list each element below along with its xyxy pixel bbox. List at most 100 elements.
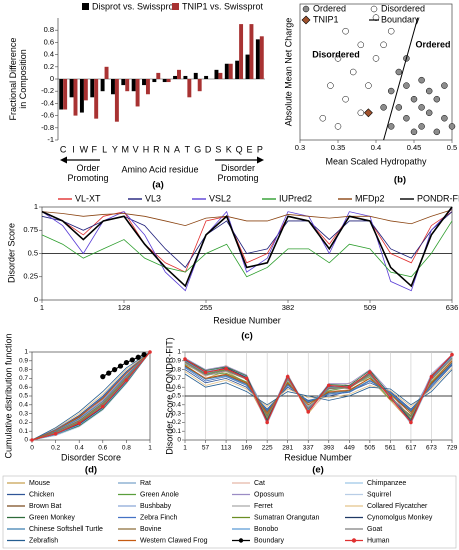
bar — [183, 75, 188, 79]
legend-label: Squirrel — [367, 491, 392, 498]
legend-marker — [238, 538, 244, 543]
x-tick-label: 0.6 — [98, 445, 107, 452]
y-tick-label: 0.2 — [19, 419, 28, 426]
x-tick-label: 636 — [446, 303, 459, 312]
x-tick-label: G — [194, 144, 201, 154]
point — [342, 27, 349, 35]
legend-label: VL-XT — [75, 193, 101, 203]
panel-label: (c) — [241, 331, 253, 342]
point — [380, 104, 387, 111]
label-line: in Composition — [18, 49, 28, 109]
x-tick-label: D — [205, 144, 212, 154]
legend-box — [2, 475, 457, 549]
label-line: Disorder — [221, 163, 255, 173]
y-tick-label: 0 — [177, 437, 181, 444]
x-tick-label: L — [102, 144, 107, 154]
point — [368, 370, 372, 375]
legend-symbol — [302, 5, 310, 13]
legend-label: Western Clawed Frog — [140, 537, 208, 544]
bar — [125, 79, 130, 92]
point — [372, 55, 380, 62]
y-tick-label: 0.6 — [172, 384, 181, 391]
point — [224, 366, 228, 371]
x-tick-label: 382 — [282, 303, 295, 312]
x-tick-label: I — [72, 144, 75, 154]
point — [403, 114, 410, 122]
legend-label: TNIP1 vs. Swissprot — [182, 1, 264, 11]
x-tick-label: 0.35 — [331, 143, 346, 152]
x-tick-label: T — [185, 144, 191, 154]
bar — [249, 24, 254, 80]
x-tick-label: 128 — [118, 303, 131, 312]
point — [349, 68, 357, 76]
x-axis-label: Residue Number — [213, 315, 281, 325]
point — [387, 123, 395, 130]
bar — [245, 54, 250, 79]
bar — [69, 79, 74, 98]
x-tick-label: E — [246, 144, 252, 154]
x-tick-label: 0.2 — [51, 445, 60, 452]
series-line — [41, 211, 453, 273]
series-line — [41, 206, 453, 288]
point — [380, 41, 387, 49]
y-tick-label: 0.1 — [172, 428, 181, 435]
legend-label: Green Monkey — [29, 514, 75, 521]
y-axis-label: Fractional Differencein Composition — [8, 38, 28, 121]
bar — [131, 79, 136, 92]
legend-label: Bovine — [140, 526, 162, 533]
point — [135, 354, 141, 360]
point — [183, 357, 187, 361]
x-tick-label: Q — [236, 144, 243, 154]
y-tick-label: 0.75 — [23, 225, 38, 234]
legend-label: Bushbaby — [140, 503, 172, 510]
series-line — [31, 351, 151, 441]
x-tick-label: 505 — [364, 445, 375, 452]
arrow-head — [60, 156, 67, 164]
x-tick-label: R — [153, 144, 160, 154]
bar — [259, 36, 264, 79]
panel-label: (e) — [312, 465, 324, 476]
bar — [197, 79, 202, 92]
series-line — [41, 211, 453, 269]
panel-label: (a) — [152, 180, 164, 191]
point — [418, 104, 425, 111]
legend-label: Zebra Finch — [140, 514, 177, 521]
point — [100, 374, 106, 380]
label-line: Order — [76, 163, 99, 173]
panel-label: (b) — [394, 175, 406, 186]
legend-label: MFDp2 — [355, 193, 385, 203]
label-line: Fractional Difference — [8, 38, 18, 121]
series-line — [31, 351, 151, 441]
point — [77, 421, 81, 426]
point — [203, 370, 208, 375]
point — [327, 82, 334, 89]
y-tick-label: -0.8 — [41, 123, 54, 132]
series-line — [31, 351, 151, 441]
series-line — [31, 351, 151, 441]
point — [387, 27, 395, 35]
x-tick-label: 113 — [221, 445, 232, 452]
bar — [83, 79, 88, 101]
x-axis-label: Disorder Score — [61, 452, 121, 462]
y-tick-label: 0.6 — [44, 37, 54, 46]
y-tick-label: -1 — [47, 135, 54, 144]
point — [347, 385, 352, 390]
bar — [94, 79, 99, 119]
y-tick-label: 1 — [177, 349, 181, 356]
series-line — [184, 354, 453, 424]
bar — [156, 72, 161, 79]
point — [53, 432, 58, 436]
bar — [73, 79, 78, 116]
series-line — [31, 351, 151, 441]
bar — [214, 69, 219, 79]
label-line: Promoting — [217, 173, 258, 183]
legend-label: TNIP1 — [313, 14, 339, 24]
point — [363, 108, 373, 118]
annotation: Disorder Promoting — [217, 163, 258, 183]
point — [244, 376, 249, 381]
point — [101, 404, 105, 409]
bar — [110, 79, 115, 95]
x-tick-label: 57 — [202, 445, 210, 452]
legend-label: Ordered — [313, 3, 346, 13]
